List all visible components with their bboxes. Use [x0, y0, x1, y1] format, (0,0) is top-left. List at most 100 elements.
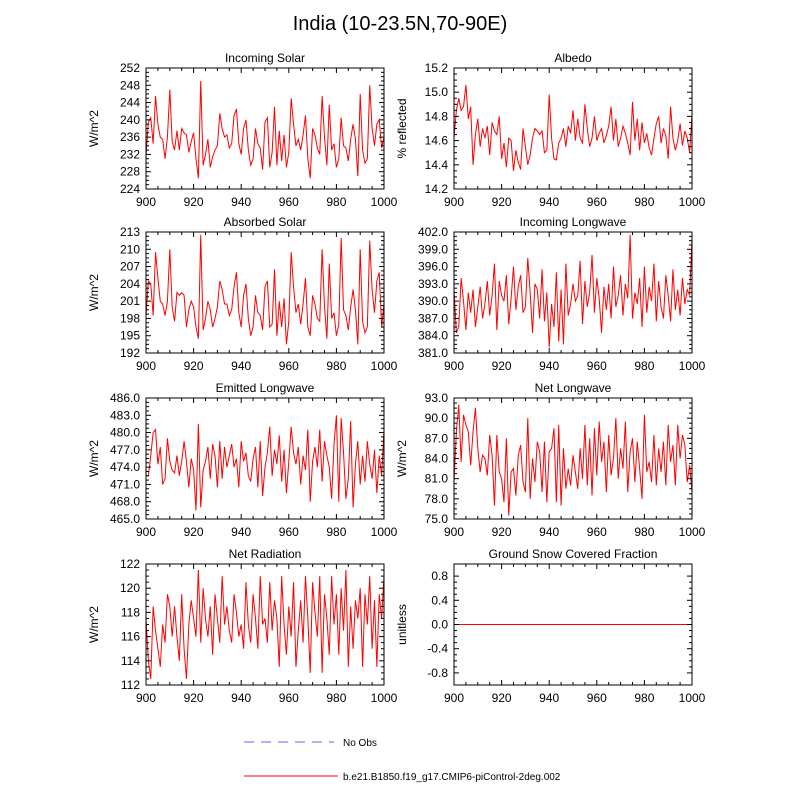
y-tick-label: 122: [120, 557, 140, 571]
x-tick-label: 900: [444, 525, 464, 539]
y-tick-label: 90.0: [425, 411, 449, 425]
y-tick-label: 465.0: [110, 512, 140, 526]
x-tick-label: 900: [444, 691, 464, 705]
y-tick-label: 387.0: [418, 311, 448, 325]
y-tick-label: 14.8: [425, 109, 449, 123]
x-tick-label: 980: [326, 691, 346, 705]
x-tick-label: 940: [539, 195, 559, 209]
y-tick-label: 0.4: [431, 593, 448, 607]
y-tick-label: 15.0: [425, 85, 449, 99]
panel-0: Incoming Solar 900 920 940 960 980 1000 224 228 2…: [87, 51, 398, 209]
y-tick-label: 207: [120, 260, 140, 274]
y-tick-label: 402.0: [418, 225, 448, 239]
x-tick-label: 1000: [371, 359, 398, 373]
panel-1: Albedo 900 920 940 960 980 1000 14.2 14.4 14.6 14.…: [395, 51, 706, 209]
panel-5: Net Longwave 900 920 940 960 980 1000 75.0 78.0 8…: [395, 381, 706, 539]
x-tick-label: 980: [634, 525, 654, 539]
panels-container: Incoming Solar 900 920 940 960 980 1000 224 228 2…: [87, 51, 706, 705]
y-tick-label: 84.0: [425, 452, 449, 466]
y-tick-label: 116: [121, 630, 140, 644]
panel-title: Net Radiation: [229, 547, 302, 561]
x-tick-label: 920: [492, 525, 512, 539]
panel-4: Emitted Longwave 900 920 940 960 980 1000 465.0…: [87, 381, 398, 539]
x-tick-label: 960: [587, 525, 607, 539]
x-tick-label: 980: [634, 691, 654, 705]
series-line: [145, 234, 385, 345]
y-tick-label: 396.0: [418, 260, 448, 274]
x-tick-label: 900: [136, 195, 156, 209]
x-tick-label: 960: [587, 359, 607, 373]
y-tick-label: 240: [120, 113, 140, 127]
x-tick-label: 960: [587, 195, 607, 209]
x-tick-label: 960: [587, 691, 607, 705]
x-tick-label: 960: [279, 525, 299, 539]
y-axis-label: unitless: [395, 604, 409, 645]
y-tick-label: -0.8: [427, 666, 448, 680]
panel-title: Absorbed Solar: [224, 215, 307, 229]
y-tick-label: 195: [120, 329, 140, 343]
panel-title: Net Longwave: [535, 381, 612, 395]
legend-obs-label: No Obs: [343, 738, 377, 749]
y-tick-label: 381.0: [418, 346, 448, 360]
y-axis-label: W/m^2: [87, 606, 101, 643]
y-tick-label: 468.0: [110, 495, 140, 509]
y-tick-label: 0.0: [431, 618, 448, 632]
x-tick-label: 940: [539, 691, 559, 705]
y-tick-label: 78.0: [425, 492, 449, 506]
series-line: [453, 234, 693, 348]
panel-7: Ground Snow Covered Fraction 900 920 940 960…: [395, 547, 706, 705]
x-tick-label: 920: [492, 195, 512, 209]
x-tick-label: 920: [184, 691, 204, 705]
y-tick-label: 477.0: [110, 443, 140, 457]
x-tick-label: 980: [634, 359, 654, 373]
y-tick-label: 244: [120, 96, 140, 110]
plot-frame: [453, 67, 693, 190]
x-tick-label: 1000: [371, 525, 398, 539]
y-tick-label: -0.4: [427, 642, 448, 656]
x-tick-label: 1000: [679, 525, 706, 539]
y-tick-label: 15.2: [425, 61, 449, 75]
x-tick-label: 1000: [679, 195, 706, 209]
y-tick-label: 236: [120, 130, 140, 144]
x-tick-label: 920: [492, 691, 512, 705]
y-tick-label: 474.0: [110, 460, 140, 474]
y-axis-label: W/m^2: [395, 440, 409, 477]
y-tick-label: 210: [120, 242, 140, 256]
x-tick-label: 900: [444, 359, 464, 373]
y-axis-label: % reflected: [395, 98, 409, 158]
x-tick-label: 1000: [679, 691, 706, 705]
y-tick-label: 480.0: [110, 426, 140, 440]
y-tick-label: 224: [120, 182, 140, 196]
x-tick-label: 940: [539, 525, 559, 539]
y-tick-label: 93.0: [425, 391, 449, 405]
x-tick-label: 900: [444, 195, 464, 209]
x-tick-label: 980: [326, 359, 346, 373]
y-tick-label: 0.8: [431, 569, 448, 583]
y-tick-label: 486.0: [110, 391, 140, 405]
series-line: [145, 570, 385, 680]
y-axis-label: W/m^2: [87, 110, 101, 147]
x-tick-label: 940: [231, 359, 251, 373]
x-tick-label: 920: [184, 195, 204, 209]
legend-model-label: b.e21.B1850.f19_g17.CMIP6-piControl-2deg…: [343, 772, 561, 783]
x-tick-label: 1000: [679, 359, 706, 373]
x-tick-label: 1000: [371, 195, 398, 209]
x-tick-label: 980: [326, 525, 346, 539]
legend: No Obs b.e21.B1850.f19_g17.CMIP6-piContr…: [244, 738, 561, 783]
panel-title: Albedo: [554, 51, 592, 65]
x-tick-label: 980: [634, 195, 654, 209]
y-tick-label: 204: [120, 277, 140, 291]
series-line: [145, 80, 385, 179]
y-tick-label: 232: [120, 147, 140, 161]
panel-2: Absorbed Solar 900 920 940 960 980 1000 192 195 1…: [87, 215, 398, 373]
panel-title: Incoming Longwave: [520, 215, 627, 229]
y-tick-label: 393.0: [418, 277, 448, 291]
y-tick-label: 14.2: [425, 182, 449, 196]
x-tick-label: 1000: [371, 691, 398, 705]
y-tick-label: 118: [121, 605, 140, 619]
y-tick-label: 399.0: [418, 242, 448, 256]
y-tick-label: 213: [120, 225, 140, 239]
y-tick-label: 14.4: [425, 158, 449, 172]
series-line: [453, 84, 693, 171]
